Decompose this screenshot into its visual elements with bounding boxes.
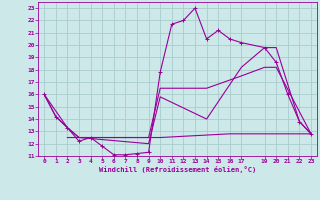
X-axis label: Windchill (Refroidissement éolien,°C): Windchill (Refroidissement éolien,°C) — [99, 166, 256, 173]
